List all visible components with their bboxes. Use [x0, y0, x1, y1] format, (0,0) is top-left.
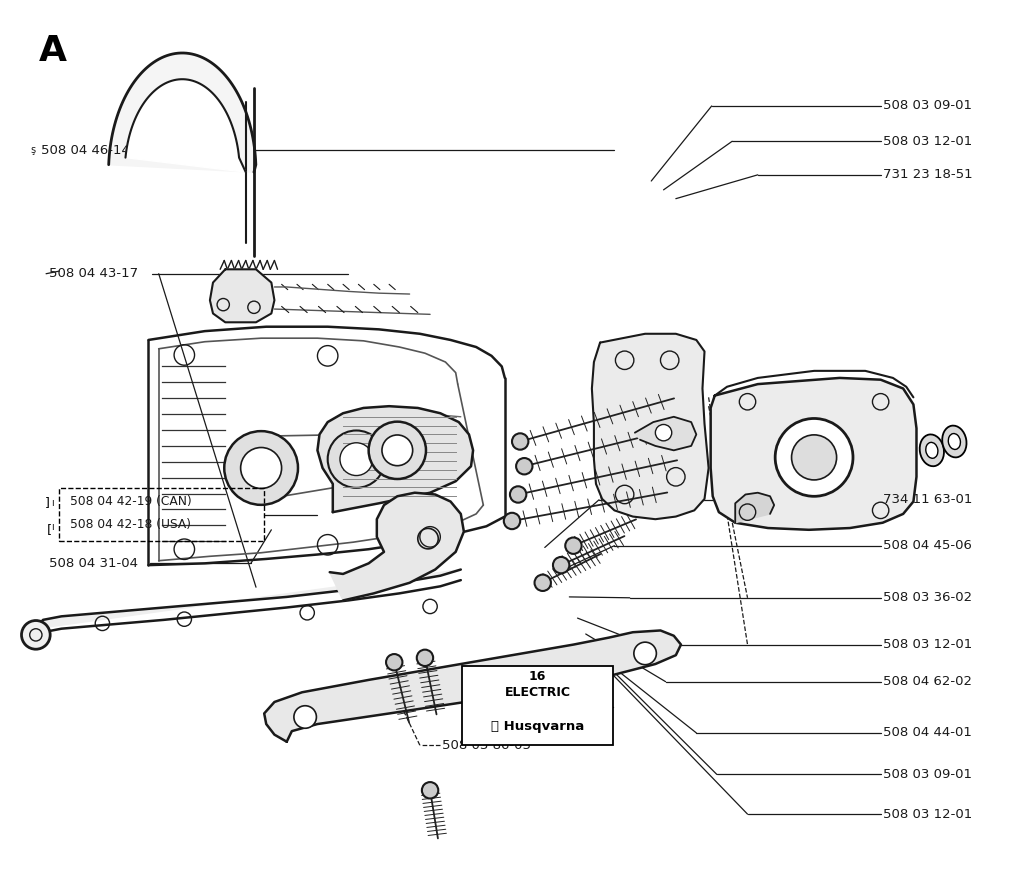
Circle shape	[553, 557, 569, 573]
Text: 508 03 36-02: 508 03 36-02	[883, 592, 972, 604]
Circle shape	[565, 538, 582, 554]
Polygon shape	[210, 269, 274, 322]
Circle shape	[386, 654, 402, 670]
Polygon shape	[592, 334, 709, 519]
Polygon shape	[711, 378, 916, 530]
Text: Ⓢ Husqvarna: Ⓢ Husqvarna	[490, 721, 585, 734]
Polygon shape	[264, 630, 681, 742]
Text: ]: ]	[45, 496, 49, 509]
Polygon shape	[126, 79, 246, 172]
Text: 508 03 09-01: 508 03 09-01	[883, 768, 972, 781]
Text: 734 11 63-01: 734 11 63-01	[883, 494, 972, 506]
Circle shape	[22, 621, 50, 649]
Text: 508 03 12-01: 508 03 12-01	[883, 638, 972, 651]
Text: 508 03 12-01: 508 03 12-01	[883, 135, 972, 147]
Text: 508 03 09-01: 508 03 09-01	[883, 100, 972, 112]
Text: 508 04 62-02: 508 04 62-02	[883, 675, 972, 688]
Circle shape	[382, 435, 413, 465]
Circle shape	[294, 706, 316, 728]
Circle shape	[510, 487, 526, 502]
Polygon shape	[109, 53, 256, 172]
Circle shape	[417, 650, 433, 666]
Text: 731 23 18-51: 731 23 18-51	[883, 169, 973, 181]
Polygon shape	[330, 493, 464, 600]
Polygon shape	[735, 493, 774, 523]
Circle shape	[241, 448, 282, 488]
Circle shape	[535, 575, 551, 591]
Circle shape	[512, 434, 528, 449]
Circle shape	[340, 442, 373, 476]
Circle shape	[634, 642, 656, 665]
Text: ı: ı	[51, 522, 54, 532]
Text: ]: ]	[45, 520, 49, 533]
Text: 508 04 44-01: 508 04 44-01	[883, 727, 972, 739]
Bar	[59, 488, 264, 541]
Text: 508 04 42-18 (USA): 508 04 42-18 (USA)	[70, 518, 190, 531]
Text: 16: 16	[529, 670, 546, 683]
Circle shape	[655, 425, 672, 441]
Text: 508 04 45-06: 508 04 45-06	[883, 540, 972, 552]
Text: 508 04 46-14: 508 04 46-14	[41, 144, 130, 156]
Circle shape	[422, 782, 438, 798]
Text: 508 04 43-17: 508 04 43-17	[49, 268, 138, 280]
Ellipse shape	[942, 426, 967, 457]
Text: 508 04 31-04: 508 04 31-04	[49, 557, 138, 570]
Text: ı: ı	[51, 498, 54, 508]
Text: 508 04 42-19 (CAN): 508 04 42-19 (CAN)	[70, 495, 191, 508]
Circle shape	[504, 513, 520, 529]
Bar	[462, 666, 613, 745]
Text: 508 03 12-01: 508 03 12-01	[883, 808, 972, 820]
Circle shape	[224, 431, 298, 505]
Text: A: A	[39, 34, 67, 68]
Text: ş: ş	[31, 145, 36, 155]
Ellipse shape	[926, 442, 938, 458]
Circle shape	[369, 422, 426, 479]
Text: 508 03 86-05: 508 03 86-05	[442, 739, 531, 751]
Polygon shape	[635, 417, 696, 450]
Circle shape	[516, 458, 532, 474]
Circle shape	[328, 431, 385, 487]
Circle shape	[792, 434, 837, 480]
Polygon shape	[317, 406, 473, 512]
Polygon shape	[36, 570, 461, 629]
Circle shape	[775, 419, 853, 496]
Ellipse shape	[920, 434, 944, 466]
Text: ELECTRIC: ELECTRIC	[505, 686, 570, 699]
Ellipse shape	[948, 434, 961, 449]
